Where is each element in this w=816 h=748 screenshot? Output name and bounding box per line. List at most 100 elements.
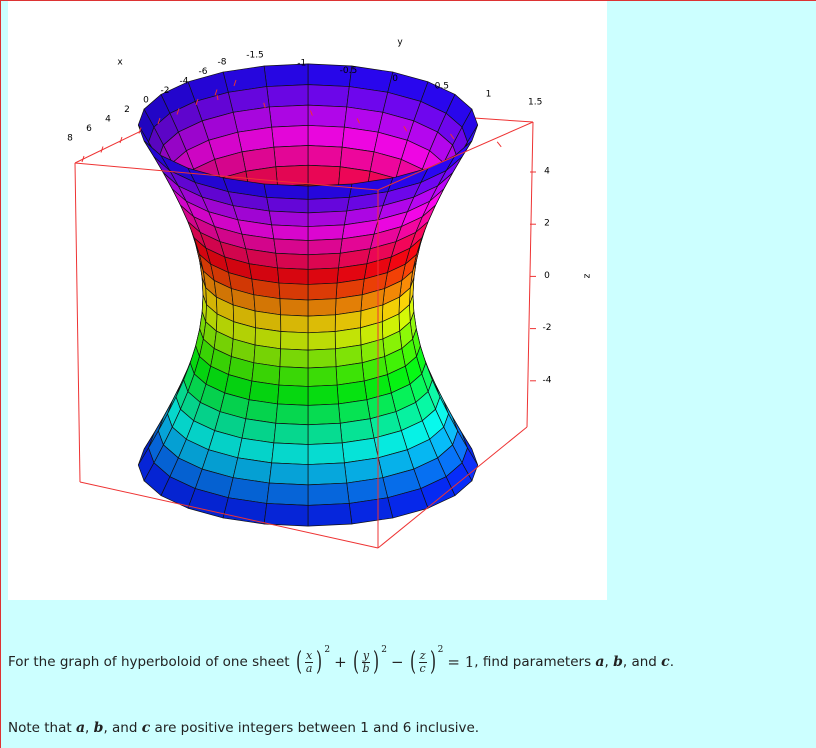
- box-edge: [526, 121, 534, 428]
- surface-patch: [273, 145, 309, 168]
- surface-patch: [277, 267, 309, 285]
- math-var: a: [75, 720, 86, 736]
- x-tick-label: 8: [67, 134, 73, 144]
- surface-patch: [307, 482, 350, 506]
- exponent: 2: [437, 645, 444, 655]
- y-tick-label: 0: [392, 74, 398, 84]
- surface-patch: [279, 348, 309, 369]
- denominator: c: [419, 661, 426, 675]
- text: are positive integers between 1 and 6 in…: [150, 720, 480, 736]
- text: .: [669, 654, 674, 670]
- x-tick-label: 2: [124, 105, 130, 115]
- z-axis-label: z: [582, 274, 592, 279]
- surface-patch: [307, 403, 341, 426]
- note: Note that a, b, and c are positive integ…: [8, 718, 479, 738]
- equation: (x a) 2 +(y b) 2−(z c) 2 = 1: [294, 645, 474, 677]
- y-tick-label: -1: [297, 58, 306, 68]
- surface-patch: [307, 183, 353, 200]
- x-tick: [214, 89, 218, 96]
- z-tick-label: 2: [544, 219, 550, 229]
- surface-patch: [280, 331, 309, 351]
- surface-patch: [307, 238, 343, 256]
- surface-patch: [307, 104, 348, 128]
- y-tick-label: 1: [486, 90, 492, 100]
- surface-patch: [307, 197, 350, 214]
- text: Note that: [8, 720, 76, 736]
- x-tick-label: -4: [180, 77, 189, 87]
- surface-patch: [278, 282, 309, 301]
- surface-patch: [273, 422, 309, 445]
- x-tick: [176, 108, 180, 115]
- y-tick-label: 1.5: [528, 97, 542, 107]
- y-tick-label: -0.5: [340, 66, 358, 76]
- surface-patch: [271, 125, 309, 148]
- y-axis-label: y: [397, 38, 403, 48]
- z-tick-label: -4: [543, 375, 552, 385]
- surface-patch: [307, 210, 348, 227]
- question: For the graph of hyperboloid of one shee…: [8, 640, 674, 684]
- denominator: b: [362, 661, 370, 675]
- math-var: c: [141, 720, 151, 736]
- x-tick-label: 4: [105, 115, 111, 125]
- surface-patch: [277, 384, 309, 406]
- y-tick-label: -1.5: [246, 51, 264, 61]
- x-axis-label: x: [117, 58, 123, 68]
- numerator: z: [418, 648, 427, 663]
- surface-patch: [275, 403, 309, 426]
- question-text: For the graph of hyperboloid of one shee…: [8, 654, 294, 670]
- z-tick-label: 0: [544, 271, 550, 281]
- surface-patch: [307, 298, 337, 317]
- x-tick: [233, 79, 237, 87]
- surface-patch: [307, 503, 353, 527]
- exponent: 2: [381, 645, 387, 655]
- denominator: a: [305, 661, 313, 675]
- y-tick: [403, 125, 408, 132]
- paren: ): [429, 647, 436, 677]
- surface-patch: [307, 252, 341, 270]
- plot-3d: 8 6 4 2 0 -2 -4 -6 -8 x -1.5 -1 -0.5 0 0.5 1 1.5 y 4 2 0 -2 -4…: [8, 1, 607, 600]
- math-var: b: [93, 720, 104, 736]
- surface-patch: [266, 197, 309, 214]
- box-edge: [377, 426, 528, 549]
- x-tick-label: -2: [161, 86, 170, 96]
- numerator: y: [361, 648, 371, 663]
- surface-patch: [307, 348, 337, 369]
- surface-patch: [307, 125, 345, 148]
- surface-patch: [268, 210, 309, 227]
- surface-patch: [307, 422, 343, 445]
- surface-patch: [307, 366, 338, 387]
- box-edge: [74, 162, 81, 483]
- surface-patch: [307, 84, 350, 108]
- y-tick: [356, 118, 361, 124]
- x-tick: [195, 98, 199, 106]
- box-edge: [377, 121, 534, 191]
- paren: ): [316, 647, 323, 677]
- math-var: a: [595, 654, 605, 670]
- surface-patch: [271, 442, 309, 465]
- surface-patch: [278, 366, 309, 387]
- numerator: x: [305, 648, 314, 663]
- surface-patch: [307, 314, 336, 334]
- surface-patch: [307, 442, 345, 465]
- surface-patch: [307, 282, 338, 301]
- surface-patch: [307, 384, 339, 406]
- surface-patch: [307, 224, 345, 241]
- paren: ): [373, 647, 380, 677]
- y-tick: [309, 110, 313, 116]
- text: ,: [85, 720, 94, 736]
- x-tick: [119, 136, 123, 144]
- surface-patch: [263, 503, 309, 527]
- surface-patch: [307, 331, 336, 351]
- text: ,: [604, 654, 614, 670]
- z-tick-label: 4: [544, 167, 550, 177]
- surface-patch: [307, 145, 343, 168]
- box-edge: [79, 481, 379, 549]
- x-tick: [81, 155, 85, 163]
- surface-patch: [307, 462, 348, 486]
- x-tick-label: -8: [218, 58, 227, 68]
